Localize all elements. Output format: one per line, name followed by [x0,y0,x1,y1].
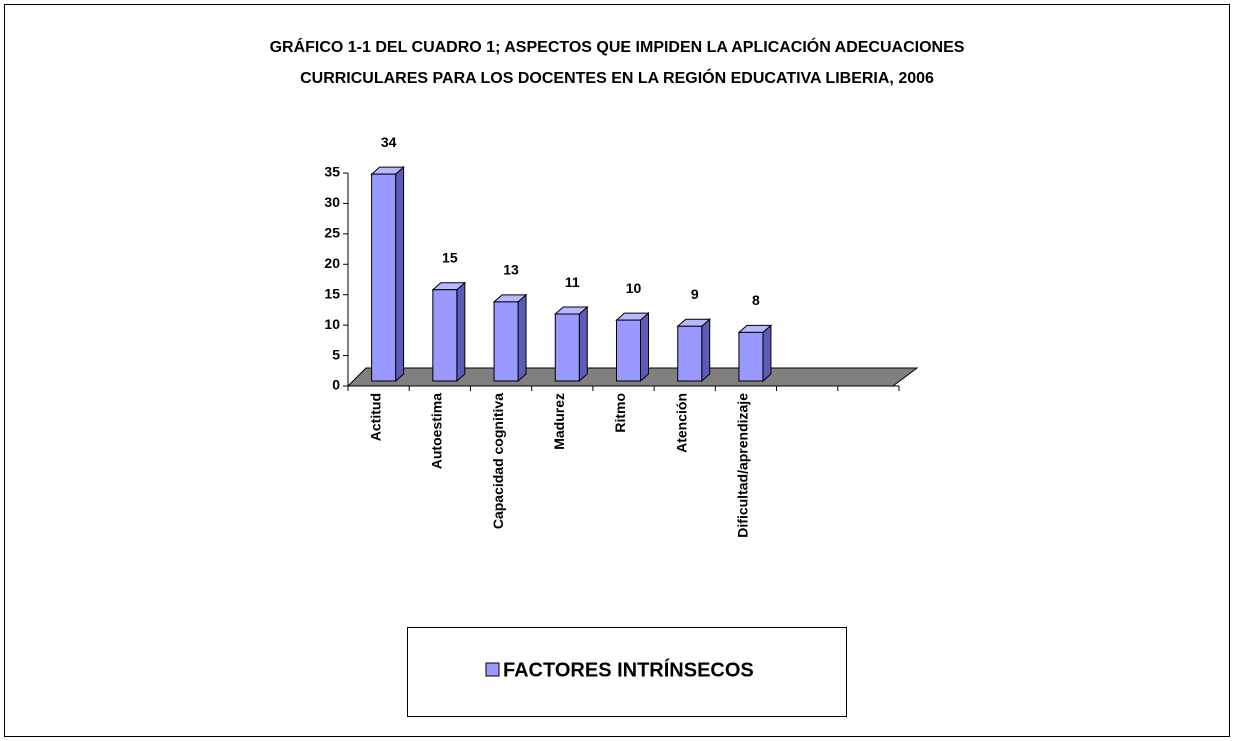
bar [737,324,773,383]
x-tick-label: Capacidad cognitiva [490,393,506,529]
y-tick-label: 20 [324,255,340,271]
data-label: 10 [626,280,642,296]
bar [615,312,650,383]
data-label: 9 [691,286,699,302]
bar-front [554,313,580,382]
y-tick-label: 10 [324,316,340,332]
bar-side [640,312,649,383]
legend-swatch [485,662,500,677]
x-tick-label: Ritmo [612,393,628,433]
bar [431,281,467,383]
bar-front [616,319,641,382]
bar-side [517,293,527,383]
y-tick-label: 35 [324,164,340,180]
bar-side [762,324,772,383]
x-tick-label: Actitud [367,393,383,441]
y-tick-label: 15 [324,285,340,301]
data-label: 15 [442,249,458,265]
bar [553,305,589,383]
chart-title: GRÁFICO 1-1 DEL CUADRO 1; ASPECTOS QUE I… [270,37,965,56]
y-tick-label: 30 [324,194,340,210]
bar [492,293,528,383]
x-tick-label: Atención [673,393,689,453]
bar-front [432,289,458,382]
legend-box [407,627,847,717]
x-tick-label: Autoestima [429,393,445,469]
bar [370,165,405,383]
y-tick-label: 25 [324,225,340,241]
x-tick-label: Dificultad/aprendizaje [735,393,751,538]
bar-front [371,173,397,382]
bar-side [578,305,588,383]
data-label: 34 [381,134,397,150]
y-tick-label: 0 [332,377,340,393]
bar-side [456,281,466,383]
data-label: 8 [752,292,760,308]
legend-label: FACTORES INTRÍNSECOS [503,658,754,681]
y-tick-label: 5 [332,346,340,362]
chart-title: CURRICULARES PARA LOS DOCENTES EN LA REG… [300,68,934,87]
x-tick-label: Madurez [551,393,567,450]
bar-side [701,318,711,383]
data-label: 11 [565,274,580,290]
bar-side [395,165,405,383]
bar [676,318,712,383]
data-label: 13 [503,262,519,278]
bar-front [677,325,703,382]
bar-front [493,301,519,382]
bar-front [738,331,764,382]
